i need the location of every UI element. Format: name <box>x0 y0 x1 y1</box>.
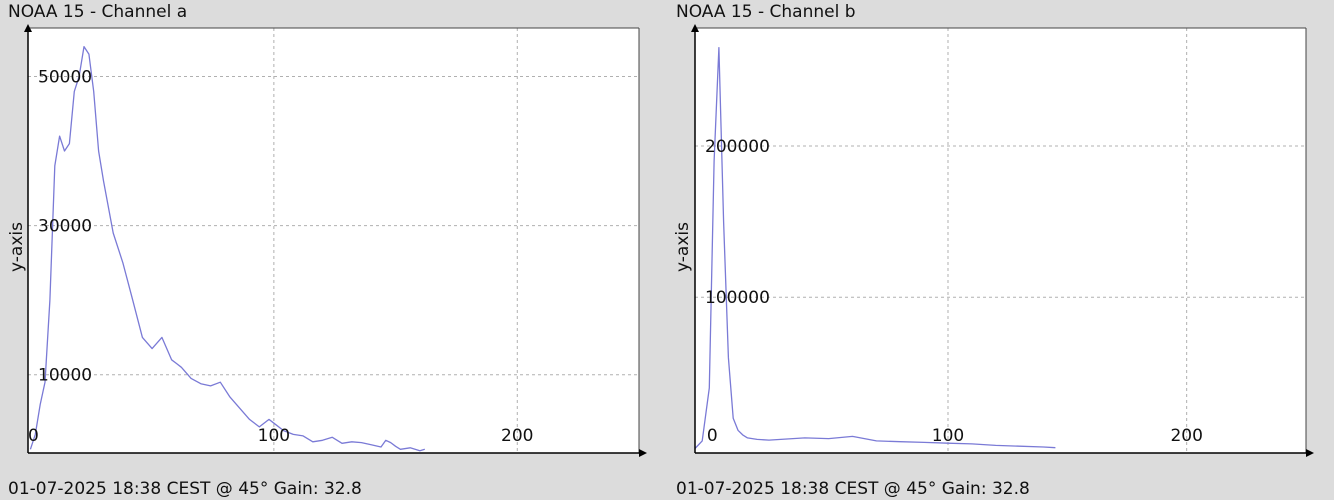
y-axis-label: y-axis <box>7 222 27 272</box>
plot-channel-a: 0 100 200 10000 30000 50000 y-axis <box>7 24 647 457</box>
x-tick-label: 200 <box>1170 426 1202 446</box>
data-series-line <box>29 45 425 452</box>
y-tick-label: 200000 <box>705 137 770 157</box>
plot-area <box>695 28 1306 453</box>
y-axis-arrow <box>24 24 32 32</box>
y-axis-arrow <box>691 24 699 32</box>
y-tick-label: 50000 <box>38 67 92 87</box>
chart-panel-channel-a: NOAA 15 - Channel a 0 100 200 10000 30000 500… <box>0 0 660 500</box>
data-series-line <box>694 47 1056 449</box>
x-tick-label: 100 <box>258 426 290 446</box>
x-tick-label: 0 <box>707 426 718 446</box>
plot-area <box>28 28 639 453</box>
chart-panel-channel-b: NOAA 15 - Channel b 0 100 200 100000 200000 y… <box>668 0 1334 500</box>
x-tick-label: 200 <box>501 426 533 446</box>
plot-channel-b: 0 100 200 100000 200000 y-axis <box>673 24 1314 457</box>
chart-footer: 01-07-2025 18:38 CEST @ 45° Gain: 32.8 <box>8 479 362 499</box>
chart-title: NOAA 15 - Channel a <box>8 2 188 22</box>
x-axis-arrow <box>639 449 647 457</box>
x-tick-label: 100 <box>932 426 964 446</box>
y-axis-label: y-axis <box>673 222 693 272</box>
chart-title: NOAA 15 - Channel b <box>676 2 856 22</box>
x-axis-arrow <box>1306 449 1314 457</box>
chart-footer: 01-07-2025 18:38 CEST @ 45° Gain: 32.8 <box>676 479 1030 499</box>
y-tick-label: 10000 <box>38 366 92 386</box>
y-tick-label: 100000 <box>705 288 770 308</box>
y-tick-label: 30000 <box>38 217 92 237</box>
x-tick-label: 0 <box>28 426 39 446</box>
